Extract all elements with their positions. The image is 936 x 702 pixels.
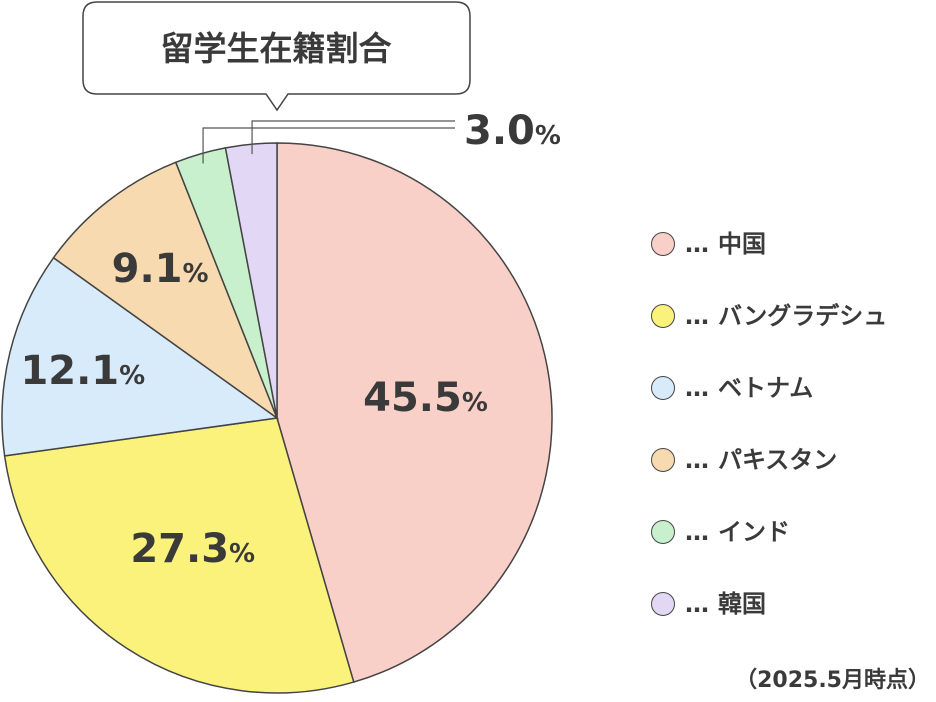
value-labels: 45.5% 27.3% 12.1% 9.1% 3.0% (20, 108, 560, 572)
legend-swatch-bangladesh (651, 304, 675, 328)
pie-slice-bangladesh (3, 417, 355, 694)
leader-line-india (202, 127, 455, 164)
legend-swatch-korea (651, 592, 675, 616)
legend-item-china: … 中国 (651, 230, 936, 302)
legend-swatch-vietnam (651, 376, 675, 400)
value-label-pakistan: 9.1% (112, 246, 209, 292)
legend-swatch-pakistan (651, 448, 675, 472)
title-callout: 留学生在籍割合 (82, 1, 471, 112)
legend-label: … バングラデシュ (685, 302, 888, 330)
legend-label: … ベトナム (685, 374, 814, 402)
pie-slices (1, 142, 553, 694)
legend-label: … 中国 (685, 230, 766, 258)
value-label-vietnam: 12.1% (20, 348, 145, 394)
chart-title: 留学生在籍割合 (161, 29, 392, 68)
legend-item-vietnam: … ベトナム (651, 374, 936, 446)
value-label-india-korea: 3.0% (464, 108, 561, 154)
legend-item-pakistan: … パキスタン (651, 446, 936, 518)
leader-line-korea (251, 120, 455, 155)
leader-lines (202, 120, 455, 164)
legend-label: … パキスタン (685, 446, 838, 474)
legend-swatch-india (651, 520, 675, 544)
pie-slice-korea (224, 142, 278, 419)
title-bubble (82, 1, 471, 112)
legend-item-korea: … 韓国 (651, 590, 936, 662)
pie-slice-vietnam (1, 256, 279, 457)
legend-item-india: … インド (651, 518, 936, 590)
legend: … 中国 … バングラデシュ … ベトナム … パキスタン … インド … 韓国 (651, 230, 936, 662)
value-label-china: 45.5% (363, 375, 488, 421)
legend-item-bangladesh: … バングラデシュ (651, 302, 936, 374)
value-label-bangladesh: 27.3% (130, 526, 255, 572)
date-note: （2025.5月時点） (735, 668, 930, 693)
legend-label: … 韓国 (685, 590, 766, 618)
legend-label: … インド (685, 518, 790, 546)
pie-slice-pakistan (52, 161, 279, 421)
legend-swatch-china (651, 232, 675, 256)
pie-slice-china (276, 142, 553, 684)
